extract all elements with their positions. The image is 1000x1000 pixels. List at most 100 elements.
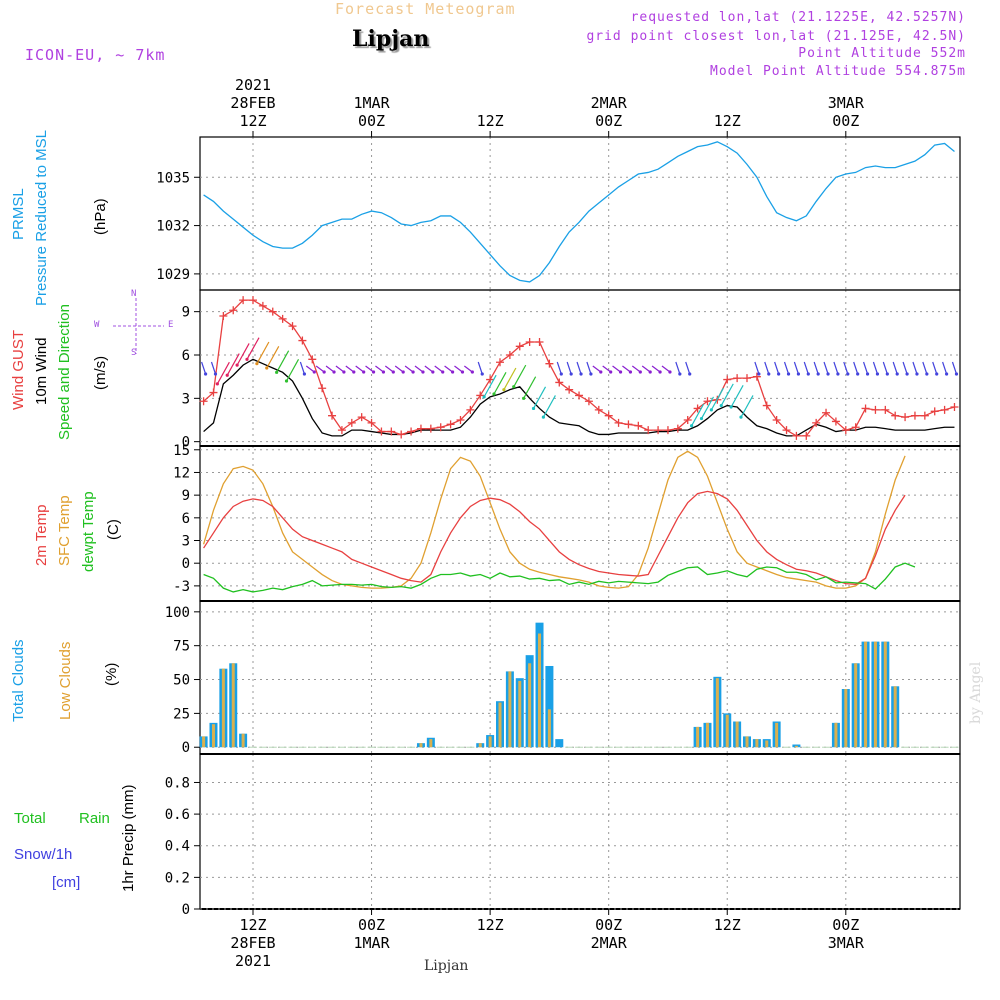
wind-gust-marker [772, 416, 781, 424]
wind-dir-arrowhead [925, 372, 929, 376]
wind-dir-arrow [503, 367, 517, 390]
compass-icon [113, 298, 164, 354]
pressure-line [203, 141, 955, 283]
wind-dir-arrowhead [541, 415, 546, 419]
wind-dir-arrow [566, 361, 572, 375]
y-tick-label: 0.4 [165, 839, 190, 855]
wind-gust-marker [476, 391, 485, 400]
subtitle: Forecast Meteogram [335, 0, 516, 18]
wind-gust-marker [822, 408, 831, 417]
wind-dir-arrow [843, 361, 849, 375]
wind-dir-arrow [783, 361, 790, 375]
requested-coords: requested lon,lat (21.1225E, 42.5257N) [630, 10, 966, 25]
wind-dir-arrow [631, 365, 641, 373]
total-cloud-bar [555, 739, 564, 748]
wind-gust-marker [268, 307, 277, 316]
wind-dir-arrow [764, 361, 770, 375]
wind-gust-marker [525, 338, 534, 346]
wind-dir-arrowhead [502, 388, 506, 392]
wind-gust-marker [496, 358, 504, 367]
wind-gust-marker [456, 416, 465, 424]
wind-dir-arrow [622, 365, 631, 373]
wind-dir-arrow [942, 361, 948, 375]
wind-gust-marker [515, 342, 524, 351]
wind-dir-arrowhead [284, 379, 289, 383]
wind-gust-marker [347, 418, 356, 427]
wind-gust-marker [308, 355, 317, 364]
wind-dir-arrowhead [816, 372, 820, 376]
time-label-top: 00Z [832, 112, 859, 130]
time-label-top: 28FEB [230, 94, 275, 112]
wind-gust-marker [377, 427, 386, 436]
wind-dir-arrowhead [806, 372, 810, 376]
wind-dir-arrowhead [609, 370, 613, 374]
wind-dir-arrow [793, 361, 799, 375]
wind-dir-arrowhead [362, 370, 366, 374]
wind-speed-line [203, 358, 955, 437]
wind-dir-arrow [299, 361, 305, 375]
wind-dir-arrowhead [431, 370, 435, 374]
wind-gust-marker [743, 374, 751, 383]
station-title: Lipjan [352, 26, 430, 52]
wind-dir-arrow [325, 365, 335, 373]
wind-dir-arrow [813, 361, 819, 375]
wind-dir-arrowhead [579, 372, 583, 376]
wind-dir-arrow [236, 343, 250, 366]
wind-dir-arrow [641, 365, 651, 373]
wind-dir-arrow [404, 365, 414, 373]
wind-gust-marker [249, 296, 257, 305]
wind-dir-arrowhead [719, 403, 723, 408]
low-cloud-bar [844, 689, 848, 748]
wind-gust-marker [239, 296, 248, 305]
low-cloud-bar [429, 739, 433, 748]
wind-dir-arrowhead [846, 372, 850, 376]
wind-dir-arrow [246, 337, 260, 360]
y-tick-label: 100 [165, 605, 190, 621]
wind-dir-arrow [612, 365, 621, 373]
time-label-top: 12Z [239, 112, 266, 130]
wind-dir-arrowhead [371, 370, 376, 374]
y-tick-label: 6 [182, 511, 190, 527]
wind-dir-arrowhead [235, 363, 239, 367]
wind-gust-marker [278, 314, 287, 323]
wind-dir-arrow [201, 361, 207, 375]
wind-dir-arrow [675, 361, 681, 375]
wind-gust-marker [545, 359, 554, 368]
wind-dir-arrowhead [699, 416, 704, 421]
wind-dir-arrow [902, 361, 908, 375]
wind-dir-arrow [803, 361, 809, 375]
y-tick-label: 3 [182, 391, 190, 407]
wind-dir-arrowhead [826, 372, 830, 376]
wind-gust-marker [881, 405, 890, 414]
wind-gust-marker [792, 431, 801, 440]
wind-dir-arrow [542, 395, 556, 418]
wind-gust-marker [535, 338, 544, 346]
y-tick-label: 0 [182, 556, 190, 572]
low-cloud-bar [765, 740, 769, 748]
wind-dir-arrow [872, 361, 879, 375]
panel-frame [199, 136, 961, 291]
wind-dir-arrow [375, 365, 384, 373]
y-tick-label: 1029 [156, 267, 190, 283]
wind-gust-marker [199, 397, 208, 406]
wind-dir-arrow [315, 365, 325, 373]
wind-gust-marker [594, 405, 603, 414]
wind-gust-marker [940, 405, 949, 414]
wind-dir-arrowhead [342, 370, 346, 374]
panel-frame [199, 445, 961, 602]
low-cloud-bar [419, 743, 423, 748]
low-cloud-bar [775, 722, 779, 748]
wind-gust-marker [891, 411, 900, 420]
point-altitude: Point Altitude 552m [798, 46, 966, 61]
low-cloud-bar [864, 641, 868, 748]
low-cloud-bar [696, 726, 700, 748]
time-label-bottom: 12Z [239, 916, 266, 934]
wind-dir-arrow [454, 365, 463, 373]
y-tick-label: 6 [182, 348, 190, 364]
wind-gust-marker [644, 426, 653, 435]
wind-gust-marker [486, 375, 495, 384]
wind-dir-arrowhead [492, 392, 496, 396]
wind-dir-arrowhead [945, 372, 949, 376]
compass-n: N [131, 289, 137, 299]
dewpt-line [203, 562, 916, 593]
